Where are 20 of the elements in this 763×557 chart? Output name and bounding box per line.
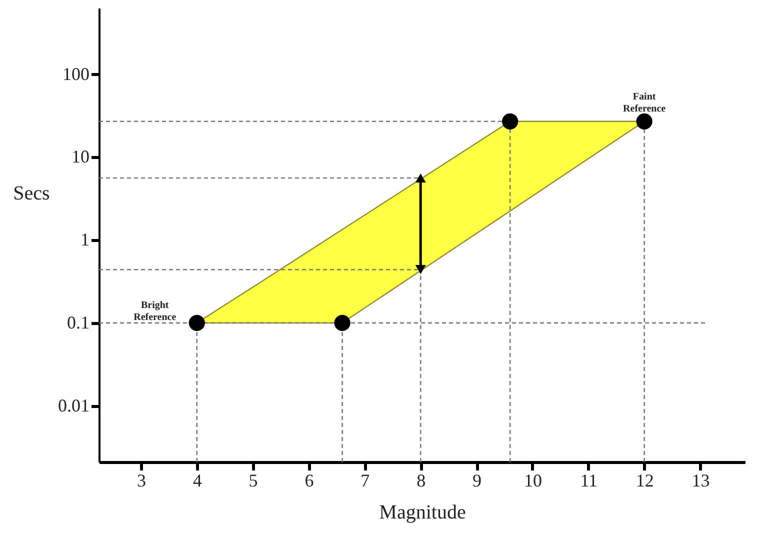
x-tick-label: 12 xyxy=(636,470,654,490)
x-tick-label: 7 xyxy=(360,470,370,490)
x-tick-label: 3 xyxy=(136,470,146,490)
x-tick-label: 9 xyxy=(472,470,482,490)
y-tick-label: 10 xyxy=(72,146,90,167)
x-tick-label: 10 xyxy=(524,470,542,490)
y-tick-label: 1 xyxy=(80,230,90,250)
x-tick-label: 4 xyxy=(192,470,202,490)
annotation: Bright Reference xyxy=(134,300,177,323)
x-axis-title: Magnitude xyxy=(379,502,466,524)
y-axis-title: Secs xyxy=(13,182,50,204)
x-tick-label: 8 xyxy=(416,470,426,490)
y-tick-label: 0.1 xyxy=(67,312,90,332)
y-tick-label: 100 xyxy=(62,64,90,84)
y-tick-label: 0.01 xyxy=(58,395,90,416)
x-tick-label: 11 xyxy=(580,470,598,490)
x-tick-label: 5 xyxy=(248,470,258,490)
x-tick-label: 6 xyxy=(304,470,314,490)
x-tick-label: 13 xyxy=(692,470,710,490)
annotation: Faint Reference xyxy=(623,91,666,114)
